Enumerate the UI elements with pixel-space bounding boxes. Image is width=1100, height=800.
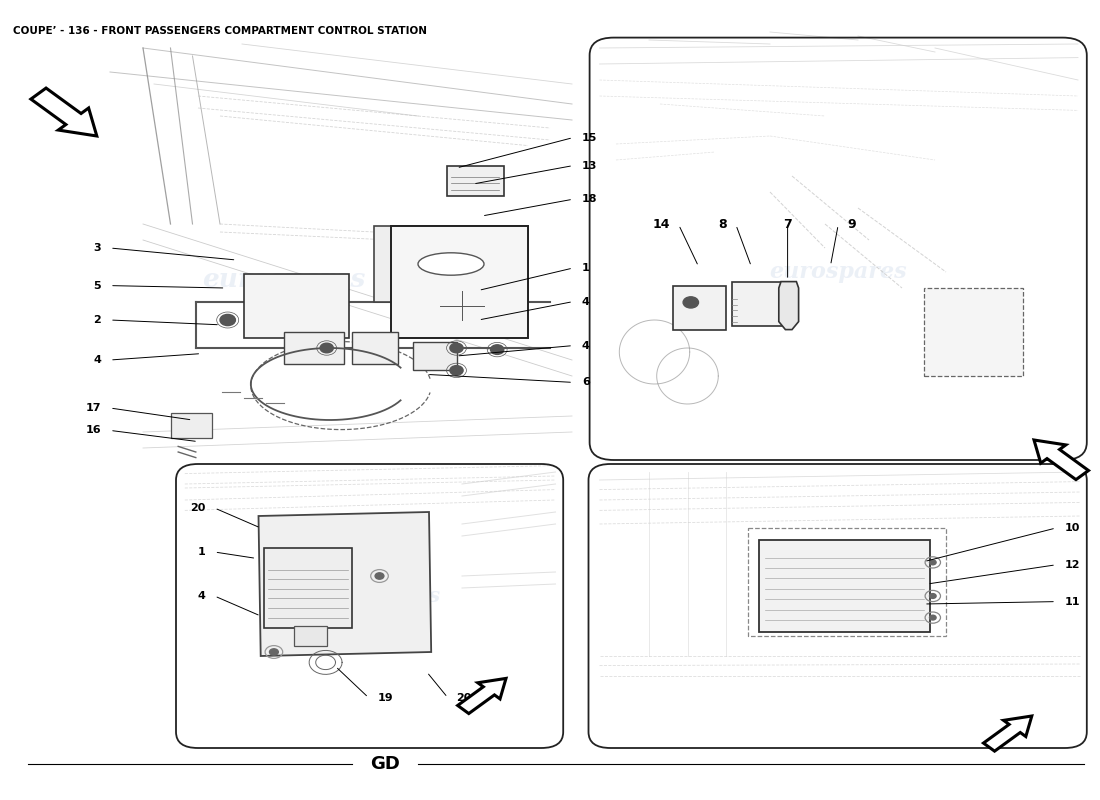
- Text: 14: 14: [652, 218, 670, 231]
- Text: 10: 10: [1065, 523, 1080, 533]
- Text: eurospares: eurospares: [773, 592, 903, 611]
- Ellipse shape: [418, 253, 484, 275]
- Text: 2: 2: [94, 315, 101, 325]
- Polygon shape: [374, 226, 528, 302]
- Text: 3: 3: [94, 243, 101, 253]
- FancyBboxPatch shape: [284, 332, 344, 364]
- Circle shape: [930, 560, 936, 565]
- Text: 18: 18: [582, 194, 597, 204]
- Circle shape: [450, 343, 463, 353]
- FancyBboxPatch shape: [352, 332, 398, 364]
- FancyBboxPatch shape: [294, 626, 327, 646]
- Text: 13: 13: [582, 161, 597, 170]
- FancyBboxPatch shape: [412, 342, 456, 370]
- Polygon shape: [983, 716, 1032, 751]
- Text: 16: 16: [86, 426, 101, 435]
- FancyBboxPatch shape: [264, 548, 352, 628]
- Circle shape: [930, 594, 936, 598]
- Text: 1: 1: [198, 547, 206, 557]
- FancyBboxPatch shape: [244, 274, 349, 338]
- FancyBboxPatch shape: [447, 166, 504, 196]
- Circle shape: [930, 615, 936, 620]
- Circle shape: [450, 366, 463, 375]
- Circle shape: [270, 649, 278, 655]
- Text: GD: GD: [370, 755, 400, 773]
- Text: 4: 4: [582, 341, 590, 350]
- Circle shape: [375, 573, 384, 579]
- Text: 7: 7: [783, 218, 792, 231]
- FancyBboxPatch shape: [673, 286, 726, 330]
- Circle shape: [220, 314, 235, 326]
- Text: COUPE’ - 136 - FRONT PASSENGERS COMPARTMENT CONTROL STATION: COUPE’ - 136 - FRONT PASSENGERS COMPARTM…: [13, 26, 427, 35]
- Polygon shape: [31, 88, 97, 136]
- Text: 11: 11: [1065, 597, 1080, 606]
- Circle shape: [491, 345, 504, 354]
- Circle shape: [683, 297, 698, 308]
- Polygon shape: [1034, 440, 1089, 480]
- FancyBboxPatch shape: [170, 413, 212, 438]
- Text: 17: 17: [86, 403, 101, 413]
- Text: 9: 9: [847, 218, 856, 231]
- Polygon shape: [458, 678, 506, 714]
- Text: eurospares: eurospares: [202, 267, 365, 293]
- Text: 15: 15: [582, 133, 597, 142]
- Text: 1: 1: [582, 263, 590, 273]
- Text: 6: 6: [582, 378, 590, 387]
- FancyBboxPatch shape: [732, 282, 789, 326]
- Polygon shape: [258, 512, 431, 656]
- Text: 20: 20: [456, 693, 472, 702]
- FancyBboxPatch shape: [759, 540, 929, 632]
- FancyBboxPatch shape: [924, 288, 1023, 376]
- FancyBboxPatch shape: [390, 226, 528, 338]
- Text: 4: 4: [94, 355, 101, 365]
- Text: 8: 8: [718, 218, 727, 231]
- Text: 4: 4: [582, 297, 590, 306]
- Text: 4: 4: [198, 591, 206, 601]
- Text: 20: 20: [190, 503, 206, 513]
- Text: 19: 19: [377, 693, 393, 702]
- Text: 12: 12: [1065, 560, 1080, 570]
- Text: eurospares: eurospares: [769, 261, 908, 283]
- Text: 5: 5: [94, 281, 101, 290]
- Text: eurospares: eurospares: [311, 586, 441, 606]
- Circle shape: [320, 343, 333, 353]
- Polygon shape: [779, 282, 799, 330]
